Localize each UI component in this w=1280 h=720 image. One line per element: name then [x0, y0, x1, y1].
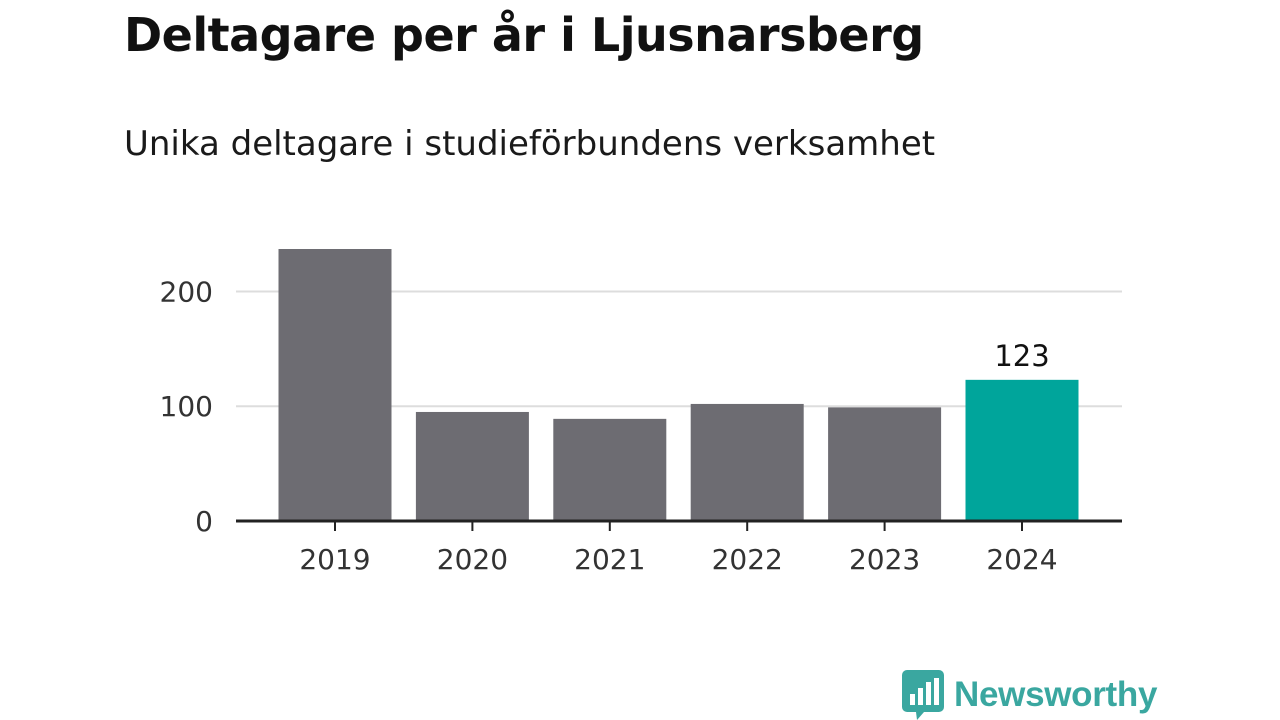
- chart-subtitle: Unika deltagare i studieförbundens verks…: [124, 124, 936, 164]
- x-tick-label-2023: 2023: [849, 543, 920, 576]
- x-tick-label-2022: 2022: [712, 543, 783, 576]
- bar-2022: [690, 403, 804, 521]
- bar-2019: [278, 249, 392, 521]
- y-tick-label-0: 0: [195, 505, 213, 538]
- bar-chart-speech-bubble-icon: [902, 670, 944, 720]
- data-label-2024: 123: [994, 339, 1049, 373]
- brand-name: Newsworthy: [954, 675, 1158, 714]
- bar-2021: [553, 418, 667, 521]
- x-tick-label-2020: 2020: [437, 543, 508, 576]
- x-tick-label-2021: 2021: [574, 543, 645, 576]
- y-tick-label-200: 200: [160, 275, 213, 308]
- bar-2020: [415, 411, 529, 521]
- bar-2024: [965, 379, 1079, 521]
- x-tick-label-2019: 2019: [299, 543, 370, 576]
- brand-logo: Newsworthy: [902, 670, 1157, 720]
- chart-title: Deltagare per år i Ljusnarsberg: [124, 8, 924, 62]
- x-tick-label-2024: 2024: [986, 543, 1057, 576]
- bar-2023: [828, 407, 942, 521]
- y-tick-label-100: 100: [160, 390, 213, 423]
